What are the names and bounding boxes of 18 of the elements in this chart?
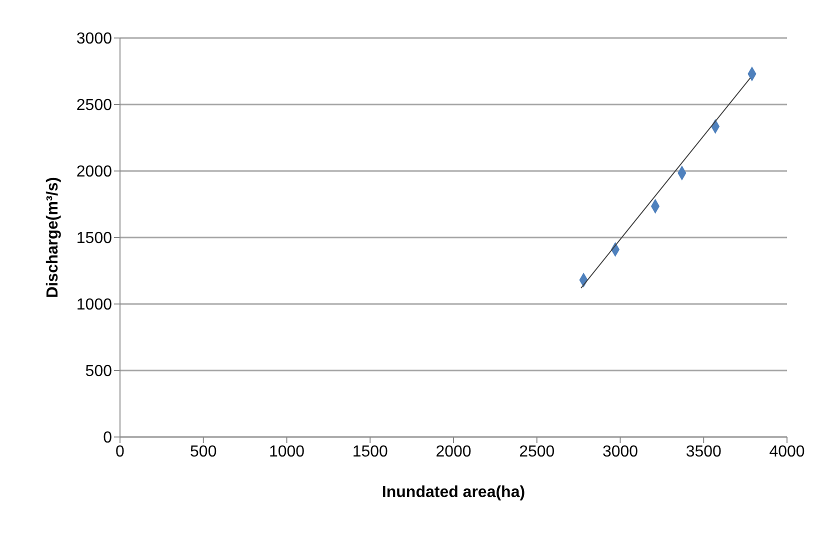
x-axis-title: Inundated area(ha) (382, 484, 526, 501)
y-axis-title: Discharge(m³/s) (44, 177, 62, 298)
x-tick-label: 0 (116, 443, 125, 460)
x-tick-label: 1500 (352, 443, 388, 460)
y-tick-label: 2000 (76, 164, 112, 181)
x-tick-label: 1000 (268, 443, 305, 460)
x-tick-label: 2000 (436, 443, 472, 460)
y-tick-label: 500 (85, 363, 112, 380)
y-tick-label: 1500 (76, 230, 112, 248)
x-tick-label: 3000 (602, 443, 638, 460)
x-tick-label: 2500 (519, 443, 555, 460)
x-tick-label: 4000 (769, 443, 805, 460)
y-tick-label: 0 (103, 430, 112, 447)
y-tick-label: 2500 (76, 97, 112, 114)
x-tick-label: 3500 (686, 443, 722, 460)
y-tick-label: 1000 (76, 296, 112, 314)
x-tick-label: 500 (190, 443, 217, 460)
y-tick-label: 3000 (76, 30, 112, 48)
